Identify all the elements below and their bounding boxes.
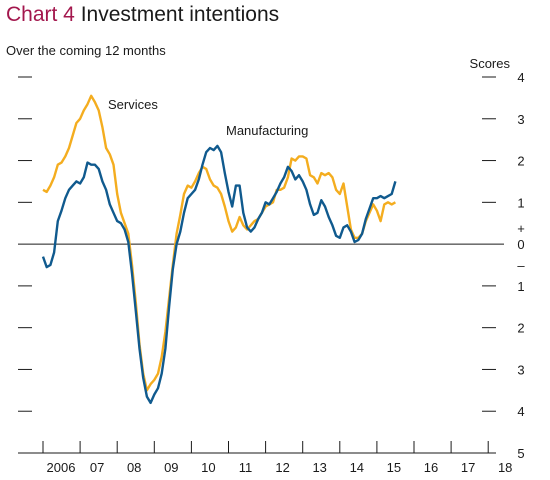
series-line-manufacturing [41,144,397,405]
x-tick-label: 10 [201,460,215,475]
x-tick-label: 17 [461,460,475,475]
x-tick-label: 2006 [47,460,76,475]
y-tick-label: 2 [517,321,524,336]
x-tick-label: 12 [275,460,289,475]
labels-layer: Scores Services Manufacturing [108,56,510,138]
y-tick-label: 4 [517,70,524,85]
chart-title-text: Investment intentions [80,3,280,26]
y-tick-label: 1 [517,195,524,210]
chart-subtitle: Over the coming 12 months [6,43,166,58]
series-label-services: Services [108,97,158,112]
x-tick-label: 15 [387,460,401,475]
y-tick-label: 2 [517,154,524,169]
y-axis-ticks: 5 4 3 2 1 0 1 2 3 4 + – [18,70,525,461]
series-line-services [42,94,396,392]
y-sign-minus: – [517,258,525,273]
chart-title: Chart 4 Investment intentions [6,3,279,27]
y-tick-label: 1 [517,279,524,294]
series-label-manufacturing: Manufacturing [226,123,308,138]
y-tick-label: 5 [517,446,524,461]
x-axis-ticks: 2006 07 08 09 10 11 12 13 14 15 16 17 18 [42,441,512,475]
chart-number: Chart 4 [6,3,75,26]
y-tick-label: 0 [517,237,524,252]
y-tick-label: 3 [517,112,524,127]
x-tick-label: 07 [90,460,104,475]
y-sign-plus: + [517,221,525,236]
x-tick-label: 13 [312,460,326,475]
x-tick-label: 08 [127,460,141,475]
y-tick-label: 3 [517,362,524,377]
x-tick-label: 14 [350,460,364,475]
y-axis-label: Scores [470,56,511,71]
y-tick-label: 4 [517,404,524,419]
x-tick-label: 09 [164,460,178,475]
series-layer [41,94,397,405]
x-tick-label: 11 [239,460,253,475]
x-tick-label: 18 [498,460,512,475]
x-tick-label: 16 [424,460,438,475]
